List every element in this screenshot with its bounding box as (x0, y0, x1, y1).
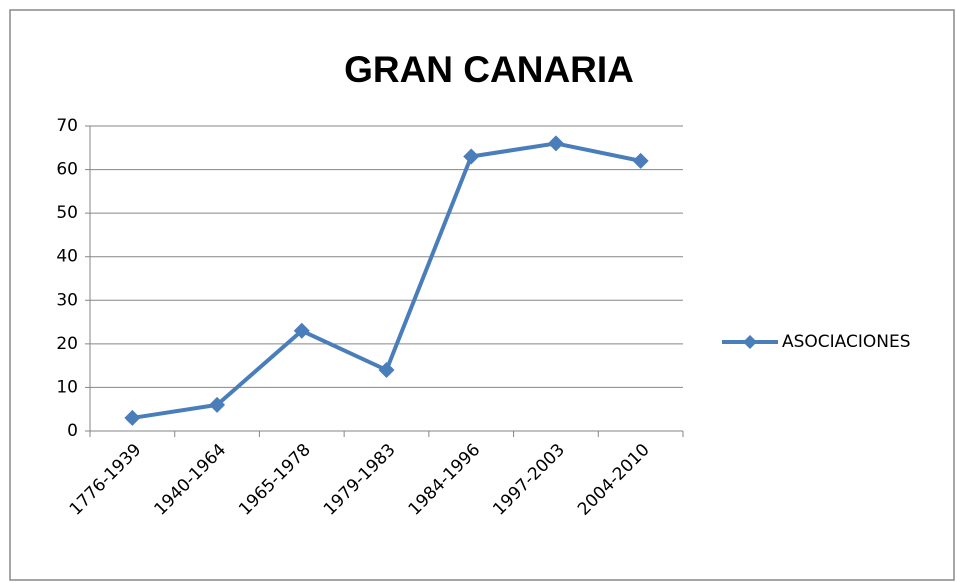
data-point (463, 148, 480, 165)
y-tick-label: 10 (56, 377, 78, 397)
data-point (378, 362, 395, 378)
y-tick-label: 50 (56, 203, 78, 223)
y-tick-label: 0 (67, 421, 78, 441)
data-point (209, 396, 226, 413)
y-tick-label: 30 (56, 290, 78, 310)
legend-label: ASOCIACIONES (782, 332, 911, 352)
data-point (124, 409, 141, 426)
data-point (293, 322, 310, 339)
chart-frame (9, 9, 955, 581)
y-tick-label: 60 (56, 160, 78, 180)
y-tick-label: 70 (56, 116, 78, 136)
legend-marker (743, 335, 757, 349)
data-point (547, 135, 564, 152)
y-tick-label: 40 (56, 247, 78, 267)
chart-title: GRAN CANARIA (344, 49, 634, 90)
y-tick-label: 20 (56, 334, 78, 354)
data-point (632, 152, 649, 169)
